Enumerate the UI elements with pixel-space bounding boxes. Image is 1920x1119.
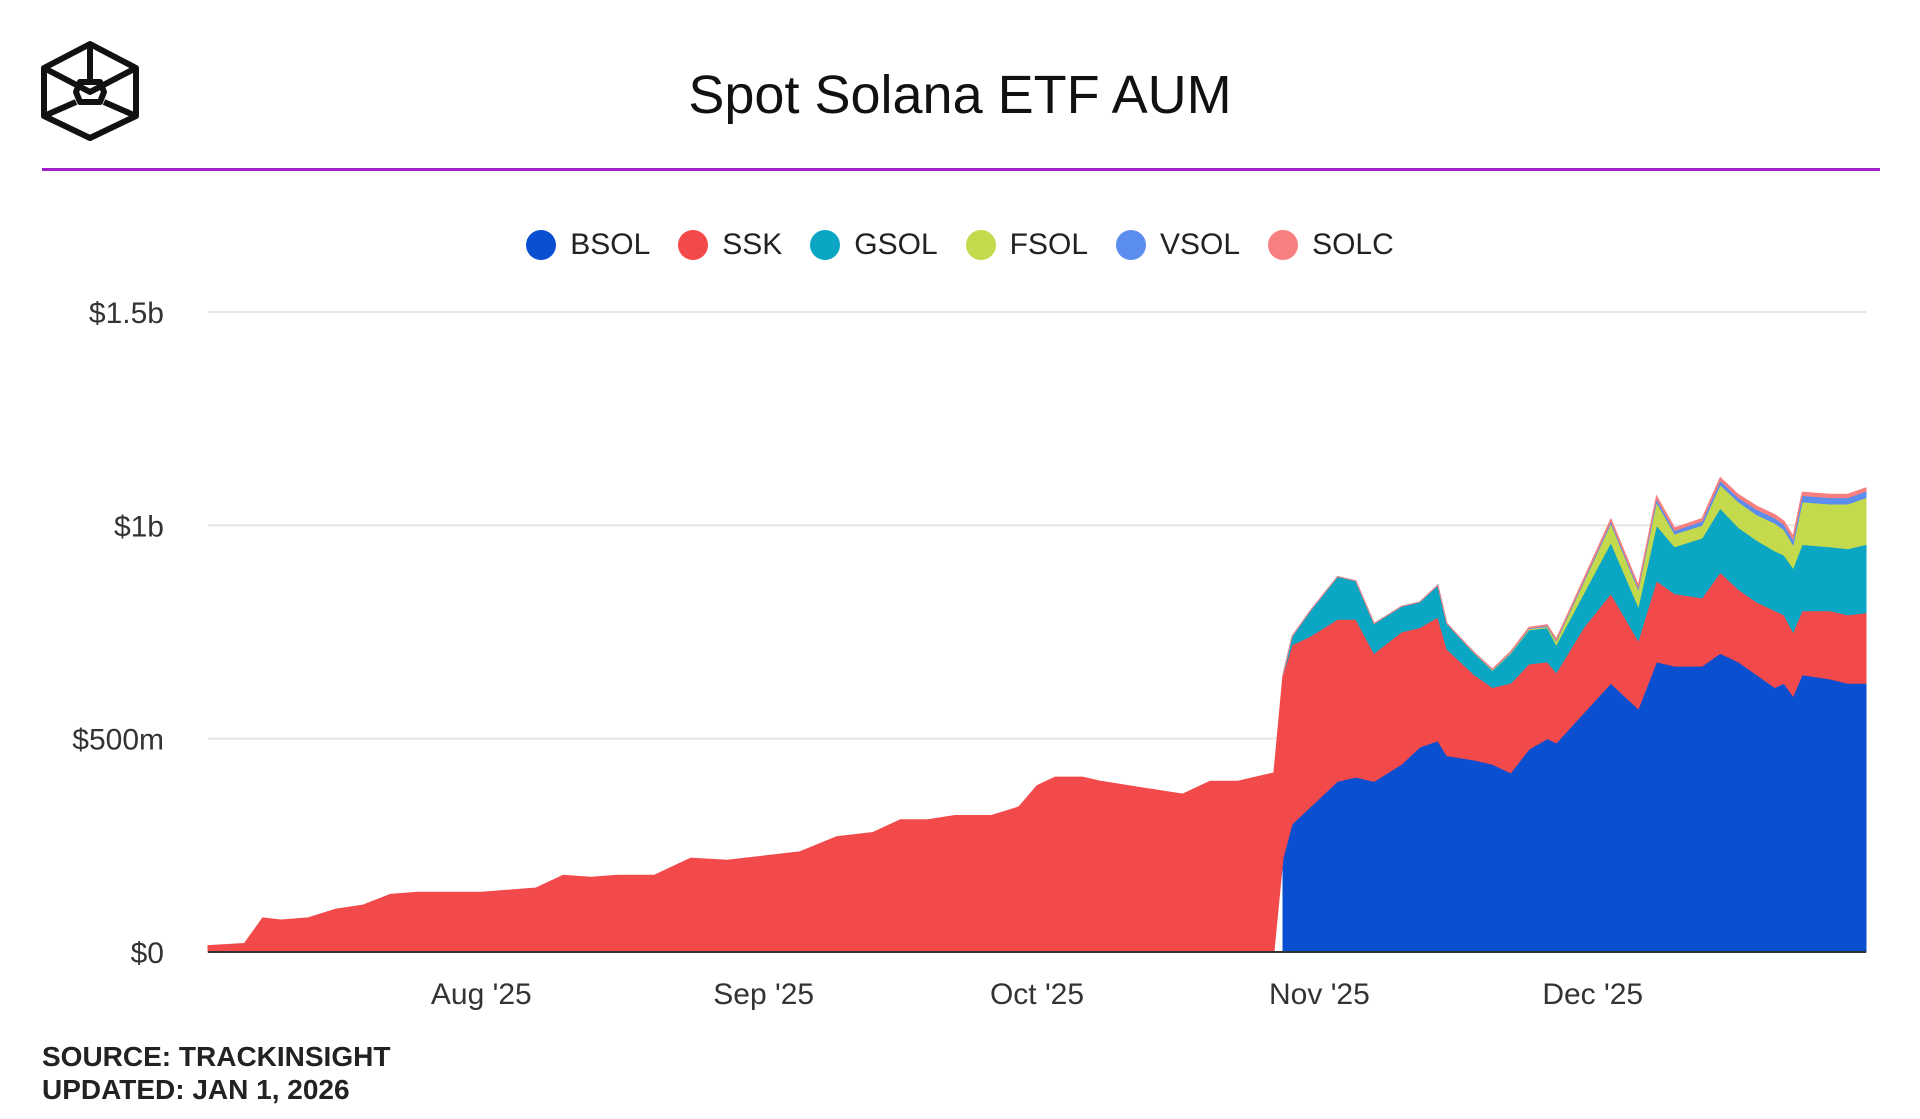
legend-label-vsol: VSOL (1160, 228, 1241, 261)
header-divider (42, 168, 1880, 171)
legend-swatch-ssk (678, 230, 709, 260)
page-title: Spot Solana ETF AUM (688, 65, 1232, 125)
y-tick-label: $500m (72, 724, 164, 757)
legend-item-fsol: FSOL (965, 228, 1089, 262)
legend-item-ssk: SSK (678, 228, 782, 262)
legend-label-gsol: GSOL (854, 228, 938, 261)
legend-label-bsol: BSOL (570, 228, 651, 261)
logo-icon (41, 41, 139, 141)
area-chart: $0 $500m $1b $1.5b Aug '25 Sep '25 Oct '25 Nov … (72, 297, 1867, 1011)
legend-swatch-vsol (1116, 230, 1147, 260)
legend-item-solc: SOLC (1268, 228, 1394, 262)
y-tick-label: $0 (131, 937, 164, 970)
y-tick-label: $1b (114, 510, 164, 543)
legend-swatch-solc (1268, 230, 1299, 260)
chart-legend: BSOL SSK GSOL FSOL VSOL SOLC (0, 228, 1920, 262)
x-tick-label: Aug '25 (431, 978, 532, 1011)
y-tick-label: $1.5b (89, 297, 164, 330)
legend-item-bsol: BSOL (526, 228, 650, 262)
x-tick-label: Nov '25 (1269, 978, 1370, 1011)
x-tick-label: Dec '25 (1542, 978, 1643, 1011)
legend-label-ssk: SSK (722, 228, 783, 261)
legend-label-fsol: FSOL (1009, 228, 1089, 261)
legend-item-vsol: VSOL (1116, 228, 1240, 262)
source-note: SOURCE: TRACKINSIGHT (42, 1041, 391, 1072)
x-tick-label: Oct '25 (990, 978, 1084, 1011)
legend-item-gsol: GSOL (810, 228, 938, 262)
chart-footer: SOURCE: TRACKINSIGHT UPDATED: JAN 1, 202… (42, 1040, 390, 1106)
x-tick-label: Sep '25 (713, 978, 814, 1011)
legend-swatch-gsol (810, 230, 841, 260)
legend-swatch-fsol (965, 230, 996, 260)
area-series-solc (1282, 476, 1867, 675)
updated-note: UPDATED: JAN 1, 2026 (42, 1074, 350, 1105)
legend-label-solc: SOLC (1312, 228, 1394, 261)
legend-swatch-bsol (526, 230, 557, 260)
